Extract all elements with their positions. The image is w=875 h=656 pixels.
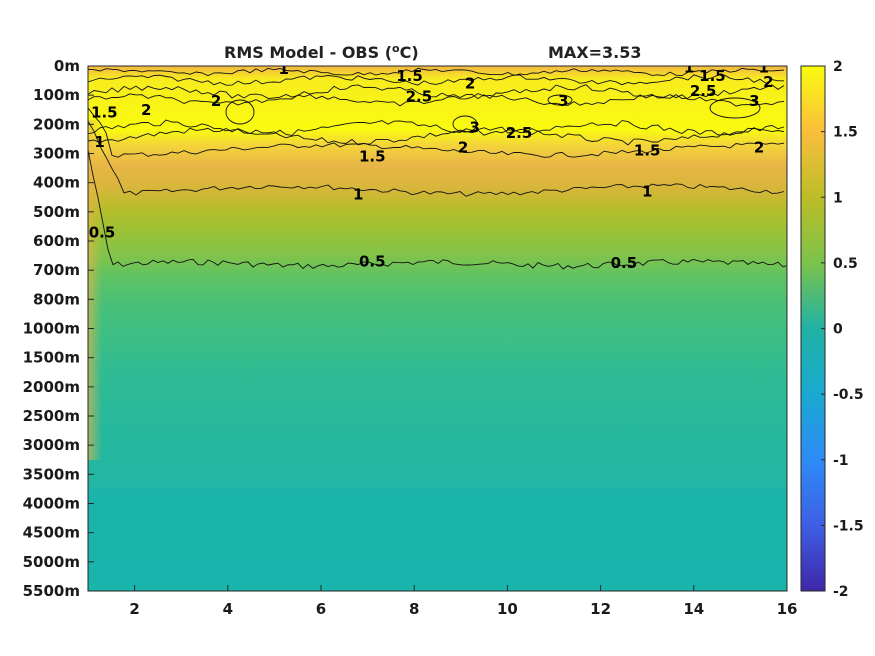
title-degree-superscript: o — [392, 42, 400, 55]
y-tick-label: 4500m — [23, 524, 80, 542]
x-tick-label: 10 — [497, 600, 518, 618]
colorbar: 2 1.5 1 0.5 0 -0.5 -1 -1.5 -2 — [800, 59, 864, 600]
colorbar-tick-label: 0.5 — [833, 256, 858, 272]
y-tick-label: 5500m — [23, 582, 80, 600]
contour-closed-loop — [452, 115, 478, 133]
contour-closed-loop — [225, 99, 255, 125]
colorbar-tick-label: 2 — [833, 59, 843, 75]
y-tick-label: 1500m — [23, 349, 80, 367]
contour-line-1.5-lower — [88, 107, 785, 158]
title-text: RMS Model - OBS (oC) — [224, 42, 419, 62]
y-tick-label: 700m — [33, 261, 80, 279]
y-tick-label: 1000m — [23, 320, 80, 338]
y-tick-label: 0m — [54, 57, 80, 75]
x-tick-label: 8 — [409, 600, 419, 618]
contour-label: 2 — [763, 73, 773, 91]
colorbar-ticks: 2 1.5 1 0.5 0 -0.5 -1 -1.5 -2 — [821, 59, 864, 600]
contour-label: 3 — [470, 118, 480, 136]
colorbar-tick-label: 0 — [833, 322, 843, 338]
contour-label: 2 — [754, 139, 764, 157]
x-axis: 2 4 6 8 10 12 14 16 — [129, 585, 797, 618]
x-tick-label: 14 — [683, 600, 704, 618]
y-tick-label: 3000m — [23, 436, 80, 454]
contour-label: 1 — [279, 60, 289, 78]
y-tick-label: 200m — [33, 115, 80, 133]
contour-label: 1 — [684, 58, 694, 76]
y-axis: 0m 100m 200m 300m 400m 500m 600m 700m 800m 1000m 1… — [23, 57, 94, 600]
x-tick-label: 16 — [777, 600, 798, 618]
y-tick-label: 2500m — [23, 407, 80, 425]
contour-label: 0.5 — [359, 252, 386, 270]
contour-label: 1 — [642, 182, 652, 200]
contour-closed-loop — [709, 97, 761, 119]
contour-label: 3 — [749, 92, 759, 110]
contour-label: 2.5 — [406, 88, 433, 106]
contour-label: 1.5 — [634, 142, 661, 160]
x-tick-label: 4 — [223, 600, 233, 618]
contour-label: 1.5 — [91, 104, 118, 122]
x-tick-label: 2 — [129, 600, 139, 618]
contour-line-1.5-upper — [88, 74, 784, 86]
y-tick-label: 5000m — [23, 553, 80, 571]
contour-label: 0.5 — [611, 254, 638, 272]
contour-label: 0.5 — [89, 223, 116, 241]
y-tick-label: 100m — [33, 86, 80, 104]
contour-label: 1 — [353, 185, 363, 203]
y-tick-label: 300m — [33, 145, 80, 163]
contour-label: 2.5 — [506, 124, 533, 142]
contour-line-2.5-lower — [88, 119, 785, 136]
y-tick-label: 500m — [33, 203, 80, 221]
contour-label: 1.5 — [699, 67, 726, 85]
contour-label: 2 — [458, 139, 468, 157]
plot-area: 1 1.5 21 1.5 122.5 2.53 32 23 2.521.511.5 1.5 21 10… — [87, 58, 788, 592]
contour-label: 1.5 — [396, 67, 423, 85]
contour-labels: 1 1.5 21 1.5 122.5 2.53 32 23 2.521.511.5 1.5 21 10… — [89, 58, 774, 272]
contour-label: 2 — [465, 75, 475, 93]
contour-line-2.5-upper — [88, 93, 785, 107]
heatmap-field — [88, 66, 787, 591]
x-tick-label: 12 — [590, 600, 611, 618]
contour-label: 2.5 — [690, 82, 717, 100]
colorbar-tick-label: 1.5 — [833, 125, 858, 141]
y-tick-label: 2000m — [23, 378, 80, 396]
contour-label: 2 — [211, 92, 221, 110]
y-tick-label: 3500m — [23, 465, 80, 483]
contour-label: 3 — [558, 92, 568, 110]
max-value-label: MAX=3.53 — [548, 43, 642, 62]
colorbar-tick-label: -0.5 — [833, 387, 864, 403]
y-tick-label: 4000m — [23, 495, 80, 513]
y-tick-label: 400m — [33, 174, 80, 192]
contour-label: 1.5 — [359, 147, 386, 165]
contour-closed-loop — [547, 94, 573, 106]
contour-line-2-upper — [88, 84, 785, 100]
contour-label: 1 — [94, 133, 104, 151]
chart-title: RMS Model - OBS (oC) MAX=3.53 — [224, 42, 642, 62]
colorbar-tick-label: -1.5 — [833, 518, 864, 534]
contour-label: 1 — [758, 58, 768, 76]
contour-line-0.5 — [88, 149, 787, 270]
x-tick-label: 6 — [316, 600, 326, 618]
colorbar-tick-label: -2 — [833, 584, 849, 600]
contour-line-1-upper — [88, 67, 785, 77]
contour-lines — [88, 67, 787, 270]
left-edge-shading — [88, 120, 102, 460]
colorbar-tick-label: -1 — [833, 453, 849, 469]
title-unit: C) — [400, 43, 419, 62]
colorbar-tick-label: 1 — [833, 190, 843, 206]
contour-line-2-lower — [88, 126, 785, 146]
y-tick-label: 600m — [33, 232, 80, 250]
y-tick-label: 800m — [33, 290, 80, 308]
contour-label: 2 — [141, 101, 151, 119]
contour-line-1-lower — [88, 120, 785, 197]
